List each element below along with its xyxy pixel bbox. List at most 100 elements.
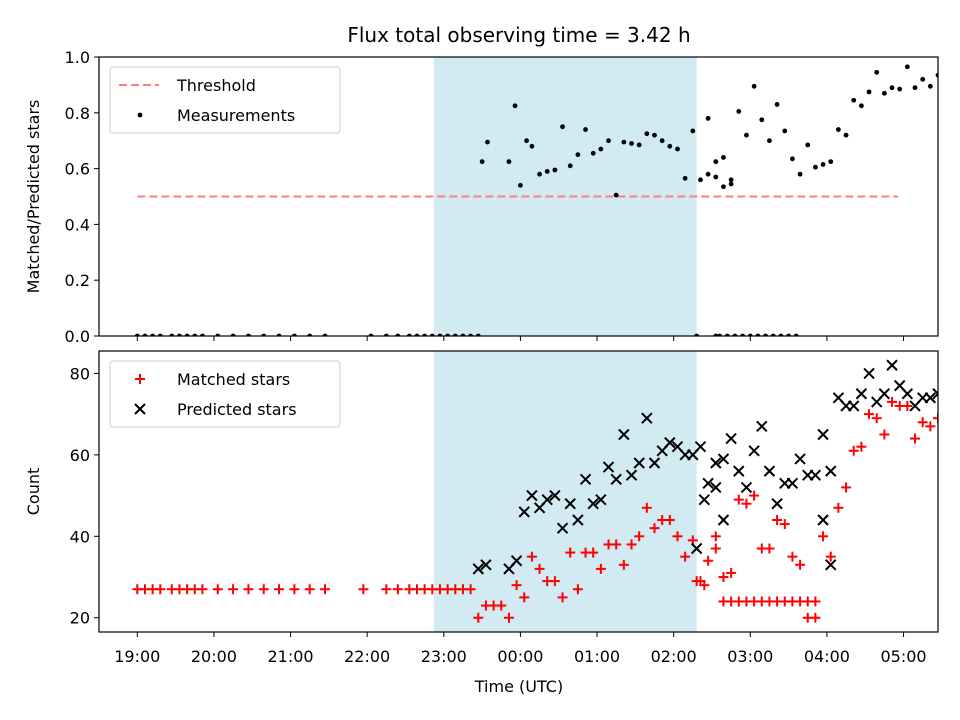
y-tick-label: 80 [70, 364, 90, 383]
data-point [733, 465, 745, 477]
data-point [228, 584, 239, 595]
legend-label: Matched stars [177, 370, 290, 389]
data-point [725, 432, 737, 445]
x-tick-label: 21:00 [267, 647, 313, 666]
data-point [690, 128, 696, 134]
data-point [625, 469, 638, 481]
data-point [794, 453, 806, 465]
data-point [878, 388, 891, 400]
x-tick-label: 22:00 [344, 647, 390, 666]
data-point [611, 539, 622, 550]
x-tick-label: 00:00 [497, 647, 543, 666]
series-matched-stars [132, 396, 951, 623]
data-point [258, 584, 269, 595]
data-point [813, 164, 818, 170]
data-point [902, 400, 913, 411]
data-point [728, 181, 734, 187]
x-tick-label: 05:00 [880, 647, 926, 666]
data-point [782, 128, 788, 134]
data-point [874, 69, 880, 75]
data-point [702, 477, 714, 490]
data-point [713, 159, 719, 165]
data-point [933, 413, 938, 424]
data-point [797, 171, 803, 177]
shaded-span [433, 351, 697, 632]
data-point [572, 584, 583, 595]
data-point [526, 489, 538, 502]
y-tick-label: 0.4 [65, 215, 90, 234]
data-point [682, 175, 688, 181]
data-point [544, 168, 550, 174]
data-point [155, 584, 166, 595]
data-point [675, 146, 680, 152]
data-point [904, 64, 910, 70]
data-point [721, 155, 726, 160]
data-point [705, 115, 711, 121]
y-tick-label: 0.6 [65, 160, 90, 179]
data-point [772, 515, 783, 526]
data-point [659, 138, 665, 144]
data-point [710, 543, 721, 554]
data-point [941, 413, 951, 423]
data-point [606, 138, 611, 144]
legend-swatch [135, 374, 145, 384]
data-point [748, 445, 760, 457]
y-axis-label: Matched/Predicted stars [24, 100, 43, 294]
x-tick-label: 03:00 [727, 647, 773, 666]
data-point [809, 469, 822, 481]
data-point [506, 159, 512, 165]
y-tick-label: 0.0 [65, 327, 90, 346]
data-point [887, 396, 898, 407]
data-point [786, 477, 799, 490]
y-tick-label: 1.0 [65, 48, 90, 67]
data-point [590, 150, 596, 156]
data-point [698, 493, 711, 506]
data-point [912, 85, 918, 91]
x-tick-label: 01:00 [574, 647, 620, 666]
data-point [690, 542, 703, 555]
data-point [805, 142, 811, 148]
data-point [751, 83, 757, 89]
data-point [835, 127, 841, 132]
data-point [680, 551, 691, 562]
data-point [465, 584, 476, 595]
data-point [848, 400, 860, 412]
data-point [740, 481, 753, 494]
data-point [917, 417, 928, 428]
data-point [779, 519, 790, 530]
data-point [549, 489, 561, 502]
data-point [717, 514, 730, 526]
legend-box [109, 360, 341, 428]
data-point [644, 131, 650, 137]
data-point [691, 576, 702, 587]
data-point [503, 612, 514, 623]
data-point [787, 551, 798, 562]
data-point [825, 551, 836, 562]
legend-label: Threshold [176, 76, 256, 95]
data-point [610, 473, 622, 485]
data-point [564, 498, 576, 510]
data-point [901, 388, 914, 400]
data-point [519, 592, 530, 603]
x-tick-label: 23:00 [421, 647, 467, 666]
data-point [889, 85, 895, 91]
data-point [534, 563, 545, 574]
panel-ratio: 0.0 0.2 0.4 0.6 0.8 1.0 Matched/Predicted star… [24, 48, 939, 346]
data-point [828, 159, 834, 165]
data-point [512, 103, 518, 109]
legend: Threshold Measurements [109, 66, 341, 134]
data-point [855, 388, 868, 400]
data-point [595, 563, 606, 574]
data-point [763, 465, 776, 477]
data-point [629, 141, 634, 146]
data-point [764, 543, 775, 554]
data-point [699, 580, 710, 591]
data-point [479, 159, 485, 165]
data-point [910, 433, 921, 444]
data-point [480, 559, 492, 571]
data-point [790, 156, 795, 162]
data-point [557, 592, 568, 603]
data-point [756, 420, 768, 433]
data-point [575, 152, 581, 158]
